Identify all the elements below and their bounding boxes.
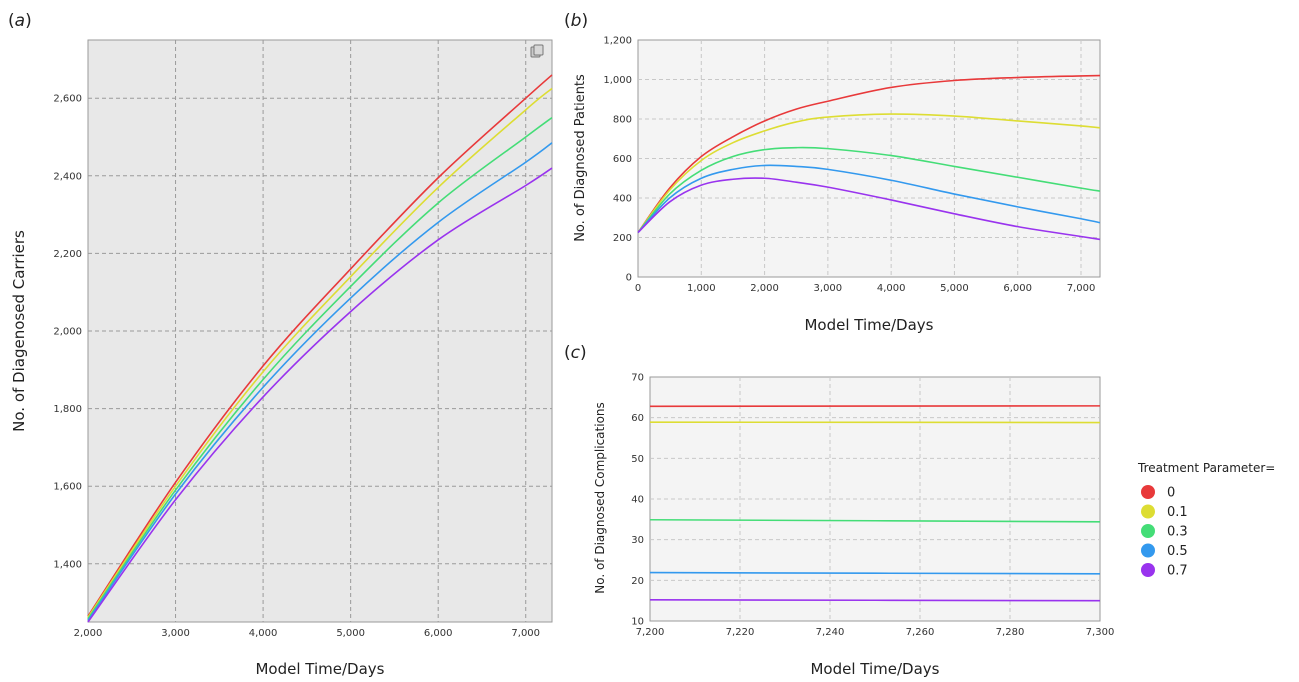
x-tick-label: 7,220 — [726, 627, 755, 638]
y-tick-label: 2,200 — [53, 249, 82, 260]
x-tick-label: 2,000 — [750, 283, 779, 294]
series-line-0-5 — [649, 571, 1101, 575]
legend-label: 0.3 — [1167, 525, 1188, 540]
series-line-0-5 — [87, 142, 553, 621]
x-tick-label: 2,000 — [74, 628, 103, 639]
x-tick-label: 1,000 — [687, 283, 716, 294]
legend-swatch — [1141, 543, 1155, 558]
panel-a-y-label: No. of Diagenosed Carriers — [10, 230, 28, 432]
panel-c-tag: (c) — [564, 343, 587, 363]
legend-title: Treatment Parameter= — [1137, 461, 1275, 475]
legend-swatch — [1141, 524, 1155, 538]
y-tick-label: 70 — [631, 373, 644, 384]
series-line-0-7 — [649, 599, 1101, 602]
panel-b-x-label: Model Time/Days — [804, 316, 933, 334]
panel-c-x-label: Model Time/Days — [810, 660, 939, 678]
y-tick-label: 10 — [631, 617, 644, 628]
y-tick-label: 40 — [631, 495, 644, 506]
y-tick-label: 50 — [631, 454, 644, 465]
panel-c-chart: 7,200 7,220 7,240 7,260 7,280 7,300 10 20 30 40 5… — [593, 373, 1114, 679]
x-tick-label: 3,000 — [161, 628, 190, 639]
panel-a-chart: 2,000 3,000 4,000 5,000 6,000 7,000 1,400 1,60… — [10, 39, 553, 678]
x-tick-label: 4,000 — [877, 283, 906, 294]
x-tick-label: 7,240 — [816, 627, 845, 638]
x-tick-label: 7,300 — [1086, 627, 1115, 638]
y-tick-label: 400 — [613, 194, 632, 205]
series-line-0 — [87, 74, 553, 617]
legend-label: 0.1 — [1167, 505, 1188, 520]
series-line-0-1 — [637, 113, 1101, 234]
y-tick-label: 30 — [631, 535, 644, 546]
y-tick-label: 200 — [613, 233, 632, 244]
x-tick-label: 5,000 — [336, 628, 365, 639]
legend-label: 0 — [1167, 486, 1175, 501]
y-tick-label: 2,000 — [53, 327, 82, 338]
y-tick-label: 1,200 — [603, 36, 632, 47]
legend-label: 0.5 — [1167, 544, 1188, 559]
y-tick-label: 800 — [613, 115, 632, 126]
y-tick-label: 1,000 — [603, 75, 632, 86]
series-line-0-7 — [637, 177, 1101, 241]
panel-c-y-label: No. of Diagnosed Complications — [593, 402, 607, 594]
y-tick-label: 1,400 — [53, 559, 82, 570]
y-tick-label: 1,800 — [53, 404, 82, 415]
x-tick-label: 5,000 — [940, 283, 969, 294]
legend: Treatment Parameter= 0 0.1 0.3 0.5 0.7 — [1137, 461, 1275, 579]
y-tick-label: 20 — [631, 576, 644, 587]
series-line-0-3 — [649, 518, 1101, 523]
series-line-0-5 — [637, 164, 1101, 234]
copy-icon[interactable] — [530, 44, 544, 58]
series-line-0-7 — [87, 167, 553, 623]
x-tick-label: 7,260 — [906, 627, 935, 638]
y-tick-label: 60 — [631, 413, 644, 424]
x-tick-label: 7,280 — [996, 627, 1025, 638]
series-line-0-1 — [87, 87, 553, 618]
legend-swatch — [1141, 504, 1155, 519]
y-tick-label: 600 — [613, 154, 632, 165]
panel-b-tag: (b) — [564, 11, 588, 31]
x-tick-label: 7,200 — [636, 627, 665, 638]
panel-a-x-label: Model Time/Days — [255, 660, 384, 678]
panel-b-y-label: No. of Diagnosed Patients — [573, 74, 588, 242]
series-line-0-3 — [87, 116, 553, 620]
x-tick-label: 3,000 — [814, 283, 843, 294]
panel-b-chart: 0 1,000 2,000 3,000 4,000 5,000 6,000 7,000 0 20… — [573, 36, 1101, 334]
y-tick-label: 1,600 — [53, 482, 82, 493]
series-line-0 — [637, 74, 1101, 234]
y-tick-label: 2,600 — [53, 94, 82, 105]
y-tick-label: 0 — [626, 273, 632, 284]
series-line-0-3 — [637, 146, 1101, 234]
x-tick-label: 6,000 — [1003, 283, 1032, 294]
legend-swatch — [1141, 563, 1155, 577]
y-tick-label: 2,400 — [53, 171, 82, 182]
x-tick-label: 7,000 — [511, 628, 540, 639]
x-tick-label: 7,000 — [1067, 283, 1096, 294]
panel-a-tag: (a) — [8, 11, 32, 31]
legend-label: 0.7 — [1167, 564, 1188, 579]
x-tick-label: 4,000 — [249, 628, 278, 639]
x-tick-label: 6,000 — [424, 628, 453, 639]
legend-swatch — [1141, 485, 1155, 499]
x-tick-label: 0 — [635, 283, 641, 294]
